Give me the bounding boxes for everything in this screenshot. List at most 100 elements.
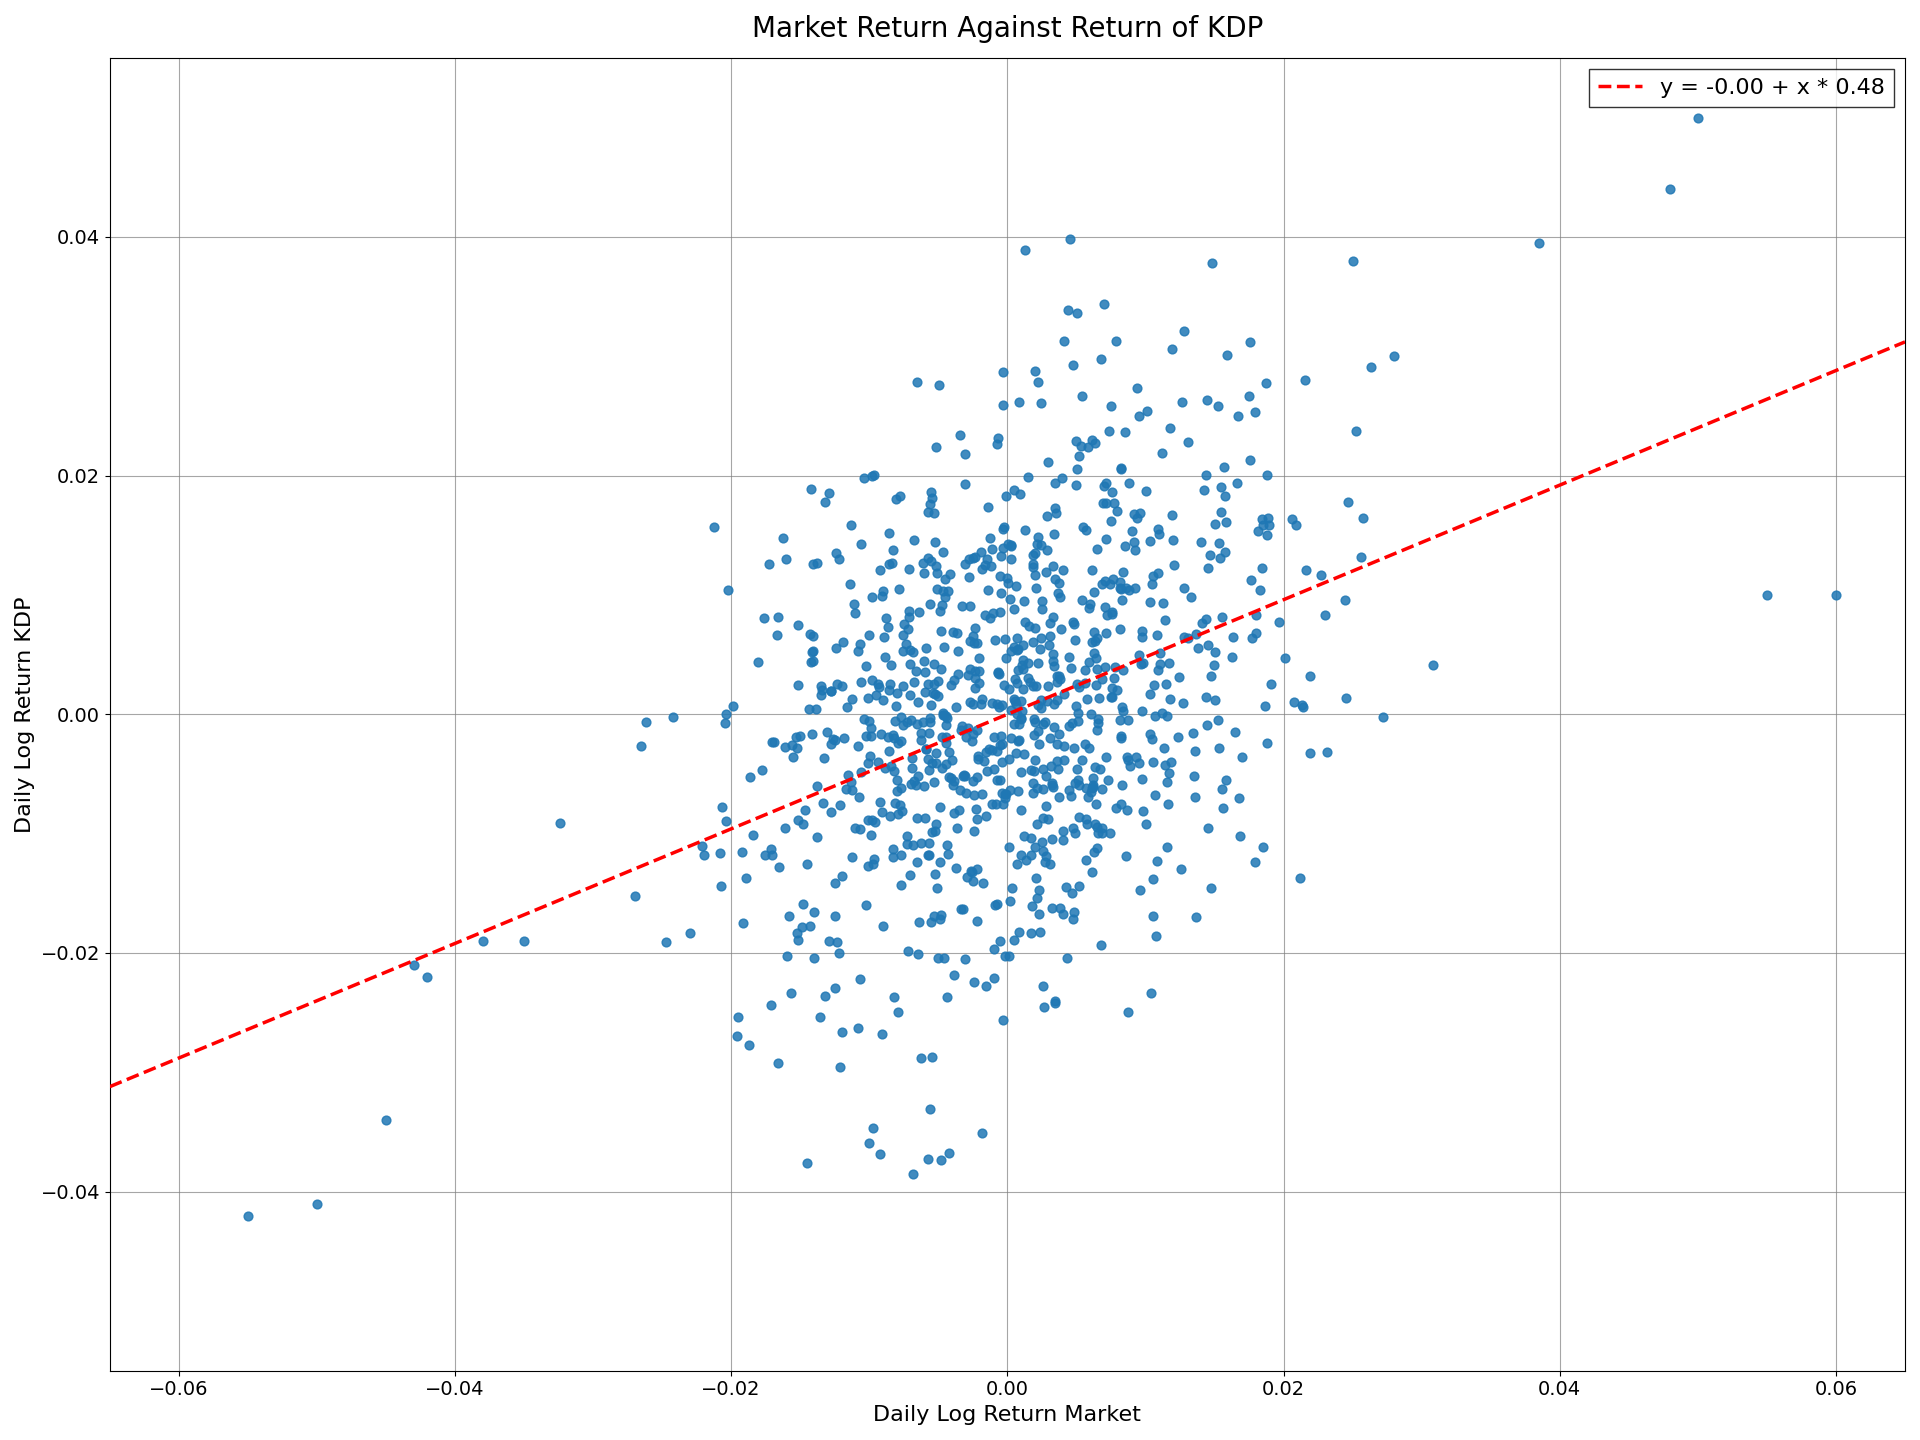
Point (872, 606, 902, 629)
Point (1286, 693, 1317, 716)
Point (1156, 416, 1187, 439)
Point (966, 540, 996, 563)
Point (1020, 749, 1050, 772)
Point (950, 782, 981, 805)
Point (1179, 765, 1210, 788)
Point (941, 696, 972, 719)
Point (899, 770, 929, 793)
Point (1023, 526, 1054, 549)
Point (1069, 660, 1100, 683)
Point (1250, 694, 1281, 717)
Point (1290, 369, 1321, 392)
Point (1033, 806, 1064, 829)
Point (958, 632, 989, 655)
Point (906, 1047, 937, 1070)
Point (1000, 742, 1031, 765)
Point (948, 553, 979, 576)
Point (1064, 874, 1094, 897)
Point (1108, 660, 1139, 683)
Point (1200, 688, 1231, 711)
Point (916, 1045, 947, 1068)
Point (1016, 844, 1046, 867)
Point (1058, 900, 1089, 923)
Point (774, 904, 804, 927)
Point (1048, 819, 1079, 842)
Point (797, 552, 828, 575)
Point (826, 864, 856, 887)
Point (914, 759, 945, 782)
Point (910, 737, 941, 760)
Point (733, 765, 764, 788)
Point (866, 1022, 897, 1045)
Point (1079, 629, 1110, 652)
Point (1139, 674, 1169, 697)
Point (1252, 732, 1283, 755)
Point (1206, 475, 1236, 498)
Point (1018, 674, 1048, 697)
Point (954, 547, 985, 570)
Point (804, 683, 835, 706)
Point (1048, 903, 1079, 926)
Point (1066, 384, 1096, 408)
Point (983, 696, 1014, 719)
Point (887, 799, 918, 822)
Point (916, 752, 947, 775)
Point (1039, 554, 1069, 577)
Point (1064, 701, 1094, 724)
Point (927, 946, 958, 969)
Point (885, 706, 916, 729)
Point (966, 688, 996, 711)
Point (879, 727, 910, 750)
Point (728, 840, 758, 863)
Point (1043, 749, 1073, 772)
Point (966, 693, 996, 716)
Point (1110, 420, 1140, 444)
Point (891, 634, 922, 657)
Point (883, 732, 914, 755)
Point (1212, 343, 1242, 366)
Point (895, 864, 925, 887)
Point (972, 547, 1002, 570)
Point (943, 816, 973, 840)
Point (920, 904, 950, 927)
Point (808, 791, 839, 814)
Point (1081, 815, 1112, 838)
Point (937, 749, 968, 772)
Point (824, 1056, 854, 1079)
Point (1140, 850, 1171, 873)
Point (828, 631, 858, 654)
Point (939, 668, 970, 691)
Point (749, 606, 780, 629)
Point (1041, 733, 1071, 756)
Point (856, 724, 887, 747)
Point (989, 626, 1020, 649)
Point (1018, 772, 1048, 795)
Point (232, 1204, 263, 1227)
Point (1023, 733, 1054, 756)
Point (998, 713, 1029, 736)
Point (968, 871, 998, 894)
Point (996, 534, 1027, 557)
Point (1033, 690, 1064, 713)
Point (1192, 714, 1223, 737)
Point (854, 710, 885, 733)
Point (1016, 894, 1046, 917)
Point (1152, 835, 1183, 858)
Point (816, 680, 847, 703)
Point (902, 713, 933, 736)
Point (1331, 589, 1361, 612)
Point (945, 779, 975, 802)
Point (1196, 877, 1227, 900)
Point (1196, 252, 1227, 275)
Point (824, 547, 854, 570)
Point (948, 948, 979, 971)
Point (914, 707, 945, 730)
Point (1121, 507, 1152, 530)
Point (1079, 841, 1110, 864)
Point (1179, 785, 1210, 808)
Point (960, 546, 991, 569)
Point (733, 1034, 764, 1057)
Point (783, 809, 814, 832)
Point (851, 893, 881, 916)
Point (1041, 991, 1071, 1014)
